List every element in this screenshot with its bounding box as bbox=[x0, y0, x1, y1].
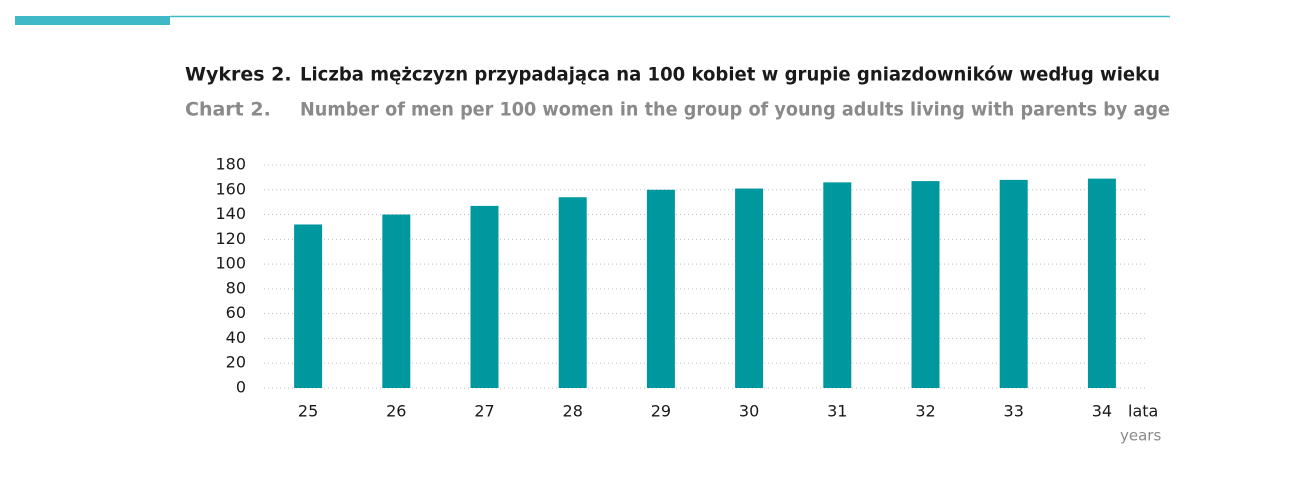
chart-title: Liczba mężczyzn przypadająca na 100 kobi… bbox=[300, 64, 1160, 86]
bar bbox=[823, 182, 852, 388]
y-tick-label: 100 bbox=[215, 254, 246, 273]
y-tick-label: 20 bbox=[226, 353, 246, 372]
x-tick-label: 34 bbox=[1092, 402, 1112, 421]
y-tick-label: 80 bbox=[226, 278, 246, 297]
x-tick-label: 27 bbox=[474, 402, 494, 421]
chart-subtitle: Number of men per 100 women in the group… bbox=[300, 99, 1170, 121]
y-tick-label: 0 bbox=[236, 378, 246, 397]
title-label: Wykres 2. bbox=[185, 64, 292, 86]
bar bbox=[294, 224, 323, 388]
x-tick-label: 29 bbox=[651, 402, 671, 421]
bar bbox=[558, 197, 587, 388]
y-tick-label: 120 bbox=[215, 229, 246, 248]
y-tick-label: 160 bbox=[215, 179, 246, 198]
bar bbox=[911, 181, 940, 388]
x-tick-label: 26 bbox=[386, 402, 406, 421]
bar bbox=[1087, 178, 1116, 388]
x-tick-label: 32 bbox=[915, 402, 935, 421]
x-tick-label: 28 bbox=[563, 402, 583, 421]
header-accent bbox=[15, 16, 170, 25]
x-tick-label: 31 bbox=[827, 402, 847, 421]
x-axis-label: lata bbox=[1128, 402, 1158, 421]
x-axis-label-en: years bbox=[1120, 427, 1161, 445]
bar bbox=[735, 188, 764, 388]
y-tick-label: 180 bbox=[215, 155, 246, 174]
bar bbox=[999, 179, 1028, 388]
subtitle-label: Chart 2. bbox=[185, 99, 271, 121]
x-tick-label: 33 bbox=[1004, 402, 1024, 421]
x-tick-label: 25 bbox=[298, 402, 318, 421]
y-tick-label: 60 bbox=[226, 303, 246, 322]
bar bbox=[470, 205, 499, 388]
bar bbox=[382, 214, 411, 388]
bar bbox=[646, 189, 675, 388]
y-tick-label: 40 bbox=[226, 328, 246, 347]
x-tick-label: 30 bbox=[739, 402, 759, 421]
y-tick-label: 140 bbox=[215, 204, 246, 223]
